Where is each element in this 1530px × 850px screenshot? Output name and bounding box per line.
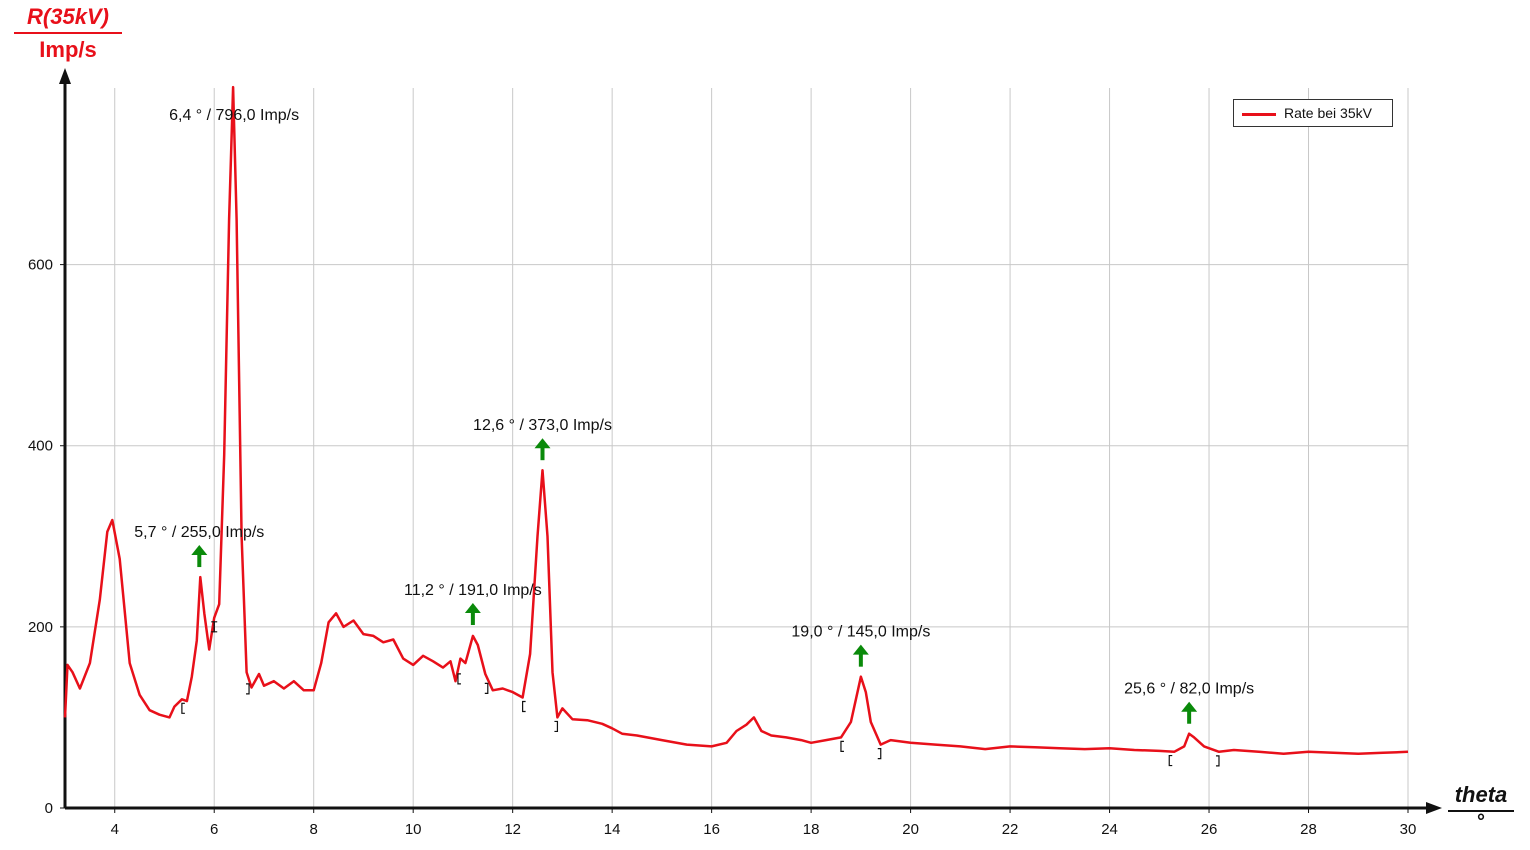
y-axis-label: R(35kV) (27, 4, 109, 29)
peak-label: 11,2 ° / 191,0 Imp/s (404, 582, 542, 599)
chart-legend: Rate bei 35kV (1233, 99, 1393, 127)
y-tick-label: 600 (28, 257, 53, 274)
peak-label: 6,4 ° / 796,0 Imp/s (169, 107, 299, 124)
peak-marker: 6,4 ° / 796,0 Imp/s (169, 107, 299, 695)
peak-label: 25,6 ° / 82,0 Imp/s (1124, 681, 1254, 698)
x-axis-unit: ° (1477, 811, 1485, 833)
peak-arrow-head (534, 438, 551, 449)
peak-range-bracket (840, 740, 844, 752)
peak-marker: 19,0 ° / 145,0 Imp/s (791, 624, 930, 760)
x-tick-label: 28 (1300, 821, 1317, 838)
y-tick-label: 200 (28, 619, 53, 636)
grid-lines (65, 88, 1409, 808)
x-tick-label: 24 (1101, 821, 1118, 838)
y-tick-label: 400 (28, 438, 53, 455)
x-tick-label: 22 (1002, 821, 1019, 838)
y-axis-unit: Imp/s (39, 37, 97, 62)
peak-range-bracket (877, 748, 882, 760)
y-axis-label-divider (14, 32, 122, 34)
peak-marker: 5,7 ° / 255,0 Imp/s (134, 524, 264, 714)
legend-series-label: Rate bei 35kV (1284, 105, 1372, 121)
peak-arrow-head (464, 603, 481, 614)
x-tick-label: 10 (405, 821, 422, 838)
x-tick-label: 12 (504, 821, 521, 838)
legend-swatch (1242, 113, 1276, 116)
x-tick-label: 26 (1201, 821, 1218, 838)
peak-range-bracket (213, 621, 218, 633)
peak-marker: 25,6 ° / 82,0 Imp/s (1124, 681, 1254, 767)
x-axis-label-divider (1448, 810, 1514, 812)
series-layer (63, 85, 1409, 755)
peak-range-bracket (457, 673, 461, 685)
x-tick-label: 20 (902, 821, 919, 838)
x-axis-label: theta (1454, 782, 1508, 807)
peak-label: 5,7 ° / 255,0 Imp/s (134, 524, 264, 541)
series-line (63, 85, 1409, 755)
x-tick-label: 18 (803, 821, 820, 838)
peak-range-bracket (554, 720, 559, 733)
peak-range-bracket (246, 683, 250, 695)
peak-range-bracket (484, 682, 489, 694)
peak-arrow-head (191, 545, 208, 556)
x-tick-label: 8 (310, 821, 318, 838)
x-tick-label: 14 (604, 821, 621, 838)
x-tick-label: 30 (1400, 821, 1417, 838)
peak-label: 12,6 ° / 373,0 Imp/s (473, 417, 612, 434)
peak-range-bracket (181, 702, 185, 714)
peak-label: 19,0 ° / 145,0 Imp/s (791, 624, 930, 641)
y-axis-arrow (59, 68, 71, 84)
x-axis-arrow (1426, 802, 1442, 814)
x-tick-label: 6 (210, 821, 218, 838)
axes (59, 68, 1442, 814)
peak-markers: 5,7 ° / 255,0 Imp/s 6,4 ° / 796,0 Imp/s 11… (134, 107, 1254, 767)
peak-range-bracket (1215, 755, 1220, 767)
x-tick-label: 4 (111, 821, 119, 838)
peak-arrow-head (852, 644, 869, 655)
peak-range-bracket (1168, 754, 1173, 767)
x-tick-label: 16 (703, 821, 720, 838)
peak-marker: 11,2 ° / 191,0 Imp/s (404, 582, 542, 694)
peak-arrow-head (1181, 701, 1198, 712)
axis-tick-labels: 4 6 8 10 12 14 16 18 20 22 24 26 28 30 0 200 400 600 (28, 257, 1416, 838)
peak-range-bracket (522, 700, 526, 713)
y-tick-label: 0 (45, 800, 53, 817)
peak-marker: 12,6 ° / 373,0 Imp/s (473, 417, 612, 733)
